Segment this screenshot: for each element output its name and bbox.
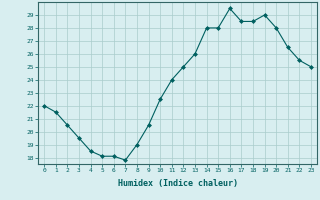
- X-axis label: Humidex (Indice chaleur): Humidex (Indice chaleur): [118, 179, 238, 188]
